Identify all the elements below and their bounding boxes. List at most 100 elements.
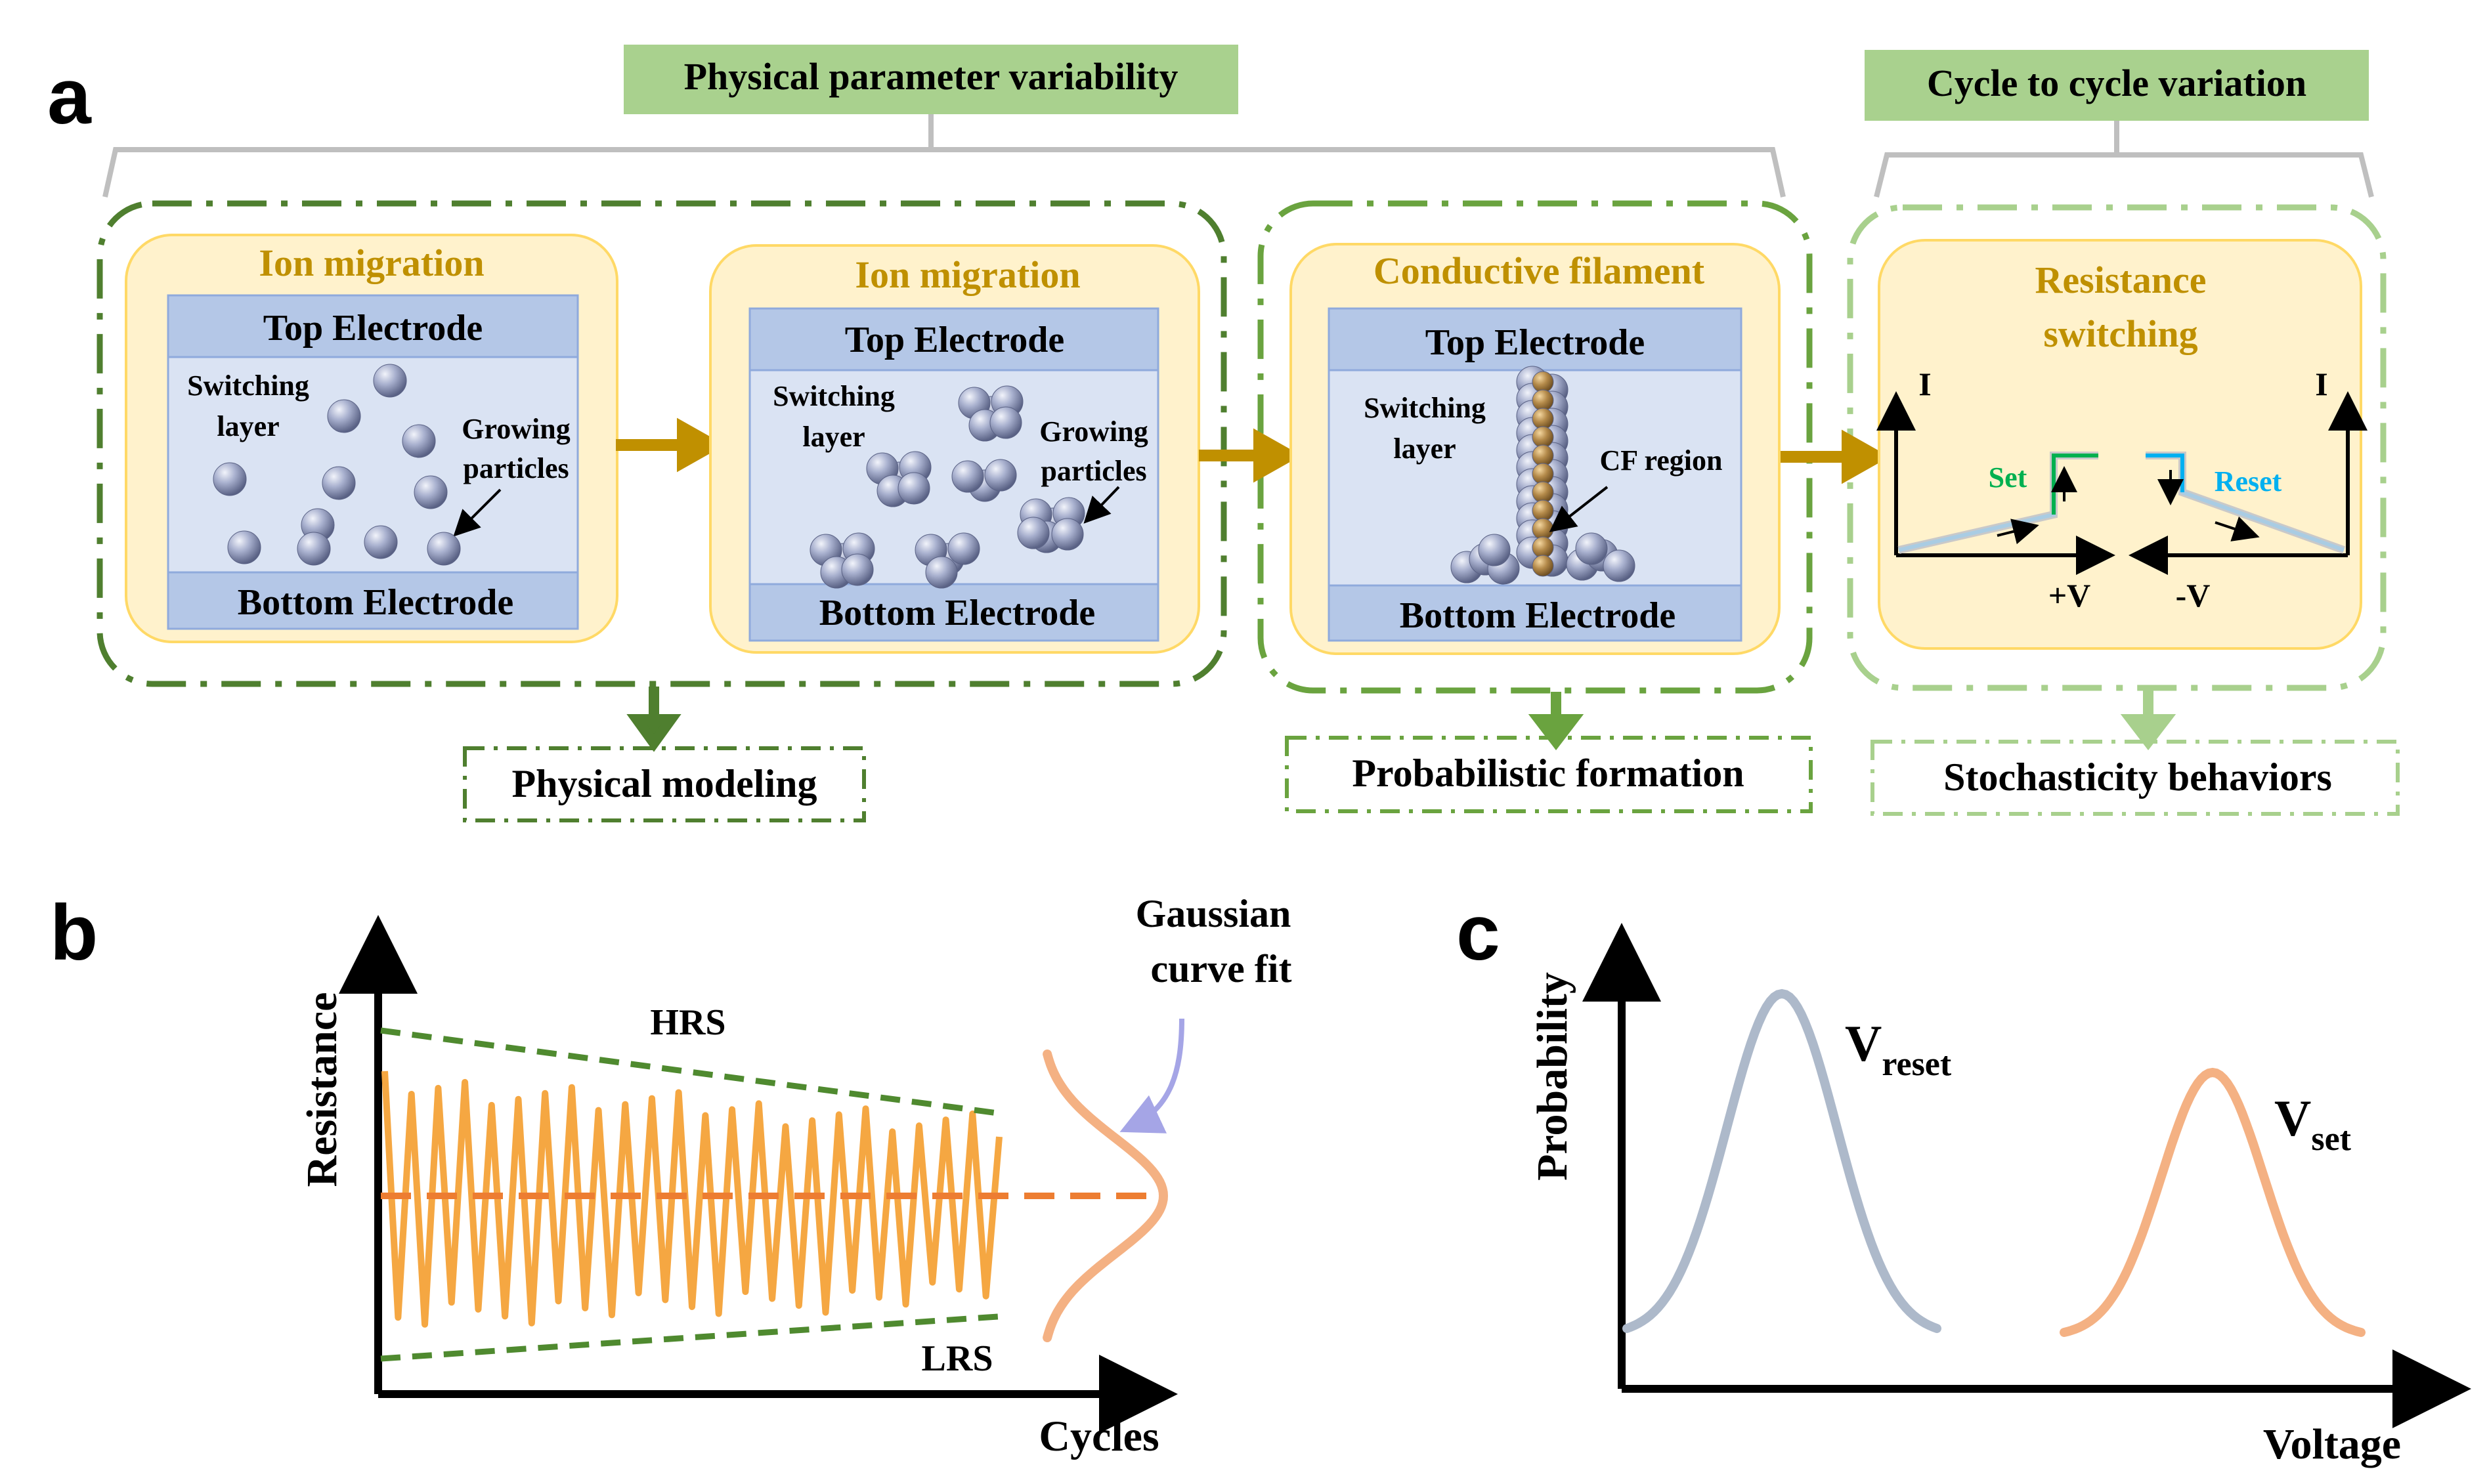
label-physical-parameter: Physical parameter variability	[684, 55, 1179, 98]
box1-pointer-arrow	[453, 488, 502, 537]
particle	[1017, 517, 1050, 549]
reset-label: Reset	[2215, 465, 2282, 498]
vset-label: Vset	[2274, 1090, 2352, 1158]
particle	[427, 532, 461, 566]
box2-bottom-electrode	[748, 583, 1159, 642]
set-sweep-arrow	[1997, 519, 2039, 545]
box3-top-electrode-label: Top Electrode	[1425, 322, 1645, 363]
box4-title-2: switching	[2043, 312, 2197, 355]
iv-minus-v-label: -V	[2176, 577, 2211, 614]
vreset-label-sub: reset	[1882, 1046, 1952, 1083]
box2-bottom-electrode-label: Bottom Electrode	[819, 593, 1095, 633]
panel-c: c Probability Voltage Vreset Vset	[1456, 889, 2471, 1468]
output-probabilistic-frame	[1285, 736, 1813, 813]
box3-switching-label-1: Switching	[1364, 392, 1486, 424]
box1-switching-label-1: Switching	[187, 370, 309, 402]
box2-title: Ion migration	[855, 253, 1080, 296]
particle	[227, 530, 261, 564]
vset-label-main: V	[2274, 1090, 2311, 1147]
box1-particles	[213, 364, 461, 566]
lrs-label: LRS	[922, 1338, 993, 1379]
hrs-label: HRS	[650, 1002, 725, 1043]
box3-cf-label: CF region	[1600, 444, 1723, 477]
particle	[841, 553, 874, 586]
particle	[373, 364, 407, 398]
frame-physical-modeling	[97, 200, 1227, 687]
particle	[213, 462, 247, 496]
label-cycle-variation: Cycle to cycle variation	[1927, 62, 2306, 104]
particle	[297, 532, 331, 566]
box1-title: Ion migration	[259, 242, 484, 284]
output-physical-modeling-frame	[463, 746, 866, 822]
box1-bottom-electrode	[167, 571, 579, 630]
flow-arrow-2	[1199, 428, 1302, 483]
gaussian-fit-curve	[1043, 1049, 1169, 1342]
particle	[984, 459, 1017, 492]
gaussian-label-2: curve fit	[1151, 947, 1292, 990]
c-ylabel: Probability	[1528, 972, 1576, 1181]
c-xlabel: Voltage	[2263, 1420, 2401, 1468]
down-arrow-physical	[626, 687, 681, 752]
iv-left-i-label: I	[1918, 366, 1931, 402]
reset-sweep-arrow	[2215, 516, 2260, 541]
filament-particle	[1532, 463, 1554, 485]
flow-arrow-3	[1781, 429, 1890, 484]
vreset-label: Vreset	[1845, 1015, 1952, 1083]
box2-growing-label-1: Growing	[1039, 415, 1148, 448]
panel-c-letter: c	[1456, 889, 1500, 977]
particle	[989, 406, 1022, 439]
box2-top-electrode-label: Top Electrode	[845, 320, 1064, 360]
vset-label-sub: set	[2311, 1120, 2351, 1158]
filament-particle	[1532, 408, 1554, 430]
flow-arrow-1	[616, 417, 725, 473]
filament-particle	[1532, 555, 1554, 577]
particle	[1478, 534, 1511, 566]
filament-particle	[1532, 389, 1554, 412]
box1-switching-label-2: layer	[217, 410, 279, 442]
particle	[1575, 532, 1608, 565]
vreset-distribution	[1622, 988, 1941, 1333]
iv-plus-v-label: +V	[2048, 577, 2091, 614]
particle	[414, 475, 448, 509]
filament-particle	[1532, 426, 1554, 448]
particle	[327, 399, 361, 433]
down-arrow-probabilistic	[1528, 692, 1584, 751]
box-ion-migration-2: Ion migration Top Electrode Bottom Elect…	[709, 244, 1200, 654]
box4-title-1: Resistance	[2035, 259, 2207, 301]
panel-a: a Physical parameter variability Cycle t…	[47, 45, 2400, 822]
box2-pointer-arrow	[1083, 486, 1120, 524]
filament-particle	[1532, 371, 1554, 393]
panel-a-letter: a	[47, 53, 92, 140]
particle	[897, 472, 930, 505]
label-physical-parameter-bg	[624, 45, 1238, 114]
box1-top-electrode-label: Top Electrode	[263, 308, 483, 349]
box-ion-migration-1: Ion migration Top Electrode Bottom Elect…	[125, 234, 618, 643]
bracket-cycle	[1874, 121, 2374, 198]
gaussian-pointer-arrow	[1119, 1018, 1184, 1134]
box2-switching-label-1: Switching	[773, 380, 895, 412]
set-transition	[2052, 454, 2098, 515]
filament-particle	[1532, 518, 1554, 540]
iv-right-i-label: I	[2315, 366, 2327, 402]
box2-growing-label-2: particles	[1041, 455, 1146, 487]
hrs-envelope	[380, 1027, 999, 1116]
gaussian-label-1: Gaussian	[1136, 892, 1291, 935]
bracket-physical	[102, 114, 1786, 198]
filament-particle	[1532, 536, 1554, 559]
box4-bg	[1878, 239, 2362, 650]
particle	[322, 466, 356, 500]
box3-bottom-electrode-label: Bottom Electrode	[1400, 595, 1676, 636]
particle	[402, 424, 436, 458]
down-arrow-stochasticity	[2120, 690, 2176, 751]
box1-bottom-electrode-label: Bottom Electrode	[238, 582, 513, 623]
box-resistance-switching: Resistance switching I +V Set I -V Reset	[1876, 239, 2368, 650]
frame-probabilistic	[1257, 200, 1813, 694]
b-xlabel: Cycles	[1039, 1412, 1159, 1460]
vset-distribution	[2060, 1067, 2366, 1337]
box1-growing-label-2: particles	[463, 452, 569, 484]
output-physical-modeling: Physical modeling	[511, 762, 817, 805]
particle	[951, 460, 984, 493]
panel-b-letter: b	[50, 889, 98, 977]
